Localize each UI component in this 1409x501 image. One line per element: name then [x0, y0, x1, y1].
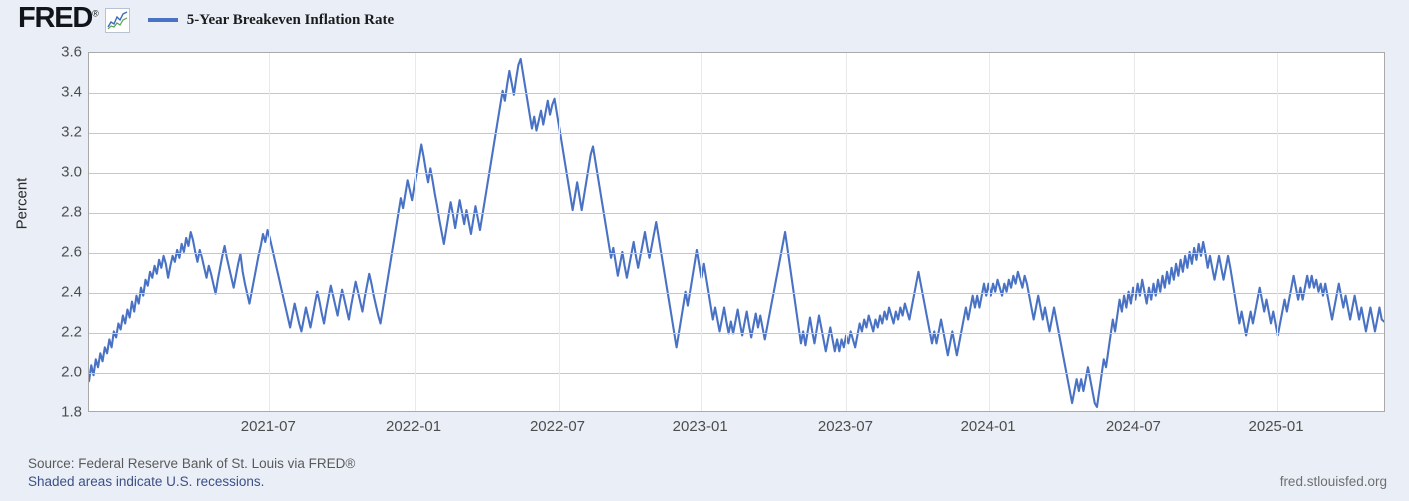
chart-legend: 5-Year Breakeven Inflation Rate: [147, 11, 395, 29]
y-tick-label: 2.8: [61, 203, 82, 221]
chart-header: FRED® 5-Year Breakeven Inflation Rate: [0, 0, 1409, 40]
x-gridline: [558, 53, 560, 411]
y-gridline: [89, 333, 1384, 334]
x-tick-label: 2022-07: [529, 418, 586, 435]
x-tick-label: 2021-07: [240, 418, 296, 435]
chart-plot-wrapper: [88, 52, 1385, 412]
series-line-5y-breakeven: [89, 53, 1384, 411]
y-gridline: [89, 293, 1384, 294]
y-tick-label: 2.4: [61, 283, 82, 301]
recession-note: Shaded areas indicate U.S. recessions.: [28, 474, 265, 489]
y-tick-label: 3.6: [61, 43, 82, 61]
y-tick-label: 2.0: [61, 363, 82, 381]
y-gridline: [89, 253, 1384, 254]
x-gridline: [269, 53, 271, 411]
x-gridline: [414, 53, 416, 411]
x-gridline: [989, 53, 991, 411]
fred-logo-text: FRED: [18, 1, 93, 34]
y-gridline: [89, 93, 1384, 94]
x-tick-label: 2023-07: [817, 418, 873, 435]
x-gridline: [1277, 53, 1279, 411]
legend-series-label: 5-Year Breakeven Inflation Rate: [186, 11, 395, 28]
y-tick-label: 3.0: [61, 163, 82, 181]
x-gridline: [1134, 53, 1136, 411]
source-note: Source: Federal Reserve Bank of St. Loui…: [28, 456, 356, 471]
y-tick-label: 1.8: [61, 403, 82, 421]
y-axis-tick-labels: 3.6 3.4 3.2 3.0 2.8 2.6 2.4 2.2 2.0 1.8: [0, 44, 82, 421]
x-gridline: [701, 53, 703, 411]
x-tick-label: 2022-01: [386, 418, 442, 435]
chart-footer: Source: Federal Reserve Bank of St. Loui…: [0, 456, 1409, 501]
y-gridline: [89, 213, 1384, 214]
y-tick-label: 3.2: [61, 123, 82, 141]
legend-color-swatch: [147, 18, 178, 22]
y-gridline: [89, 173, 1384, 174]
x-tick-label: 2025-01: [1248, 418, 1304, 435]
y-tick-label: 2.2: [61, 323, 82, 341]
fred-logo: FRED®: [18, 1, 99, 34]
x-tick-label: 2023-01: [672, 418, 728, 435]
x-tick-label: 2024-01: [960, 418, 1016, 435]
fred-logo-registered: ®: [92, 7, 99, 18]
x-tick-label: 2024-07: [1105, 418, 1161, 435]
chart-plot-area[interactable]: [88, 52, 1385, 412]
y-tick-label: 3.4: [61, 83, 82, 101]
x-axis-tick-labels: 2021-07 2022-01 2022-07 2023-01 2023-07 2024-…: [88, 418, 1385, 440]
y-gridline: [89, 373, 1384, 374]
x-gridline: [846, 53, 848, 411]
y-tick-label: 2.6: [61, 243, 82, 261]
line-chart-icon: [104, 7, 130, 33]
site-url: fred.stlouisfed.org: [1279, 474, 1387, 489]
y-gridline: [89, 133, 1384, 134]
